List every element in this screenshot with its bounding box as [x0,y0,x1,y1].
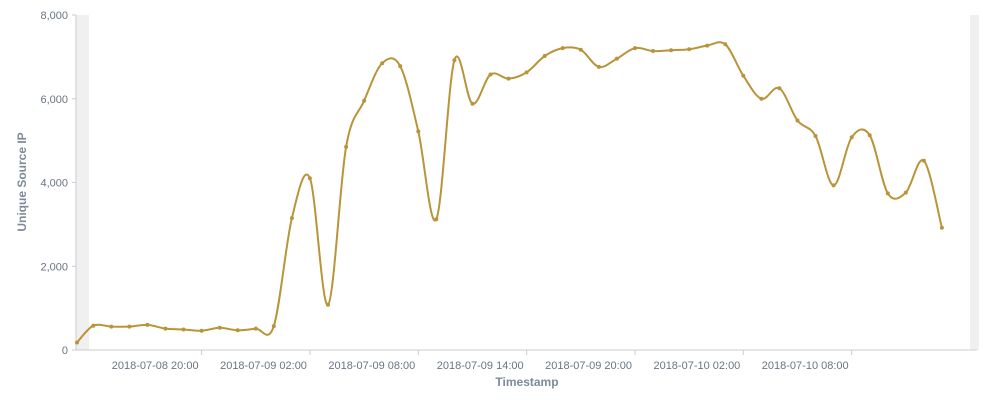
data-point[interactable] [651,49,655,53]
y-axis-title: Unique Source IP [15,132,29,231]
left-edge-band [76,15,89,350]
y-tick-label: 4,000 [40,178,68,190]
x-tick-label: 2018-07-09 20:00 [545,360,632,372]
data-point[interactable] [687,47,692,52]
data-point[interactable] [199,328,204,333]
data-point[interactable] [380,61,385,66]
data-point[interactable] [777,86,782,91]
data-point[interactable] [145,322,150,327]
data-point[interactable] [307,176,312,181]
data-point[interactable] [127,324,132,329]
y-tick-label: 0 [62,345,68,357]
data-point[interactable] [813,134,818,138]
data-point[interactable] [614,56,619,61]
data-point[interactable] [398,64,403,69]
data-point[interactable] [506,76,511,81]
data-point[interactable] [867,133,872,138]
data-point[interactable] [91,323,96,328]
data-point[interactable] [289,216,294,221]
x-tick-label: 2018-07-09 08:00 [328,360,415,372]
data-point[interactable] [903,190,908,195]
data-point[interactable] [181,327,186,332]
data-point[interactable] [723,42,728,47]
x-tick-label: 2018-07-09 02:00 [220,360,307,372]
x-tick-label: 2018-07-09 14:00 [437,360,524,372]
x-axis-title: Timestamp [495,375,558,389]
data-point[interactable] [831,183,836,188]
data-point[interactable] [271,324,276,329]
y-tick-label: 8,000 [40,10,68,22]
data-point[interactable] [759,96,764,101]
data-point[interactable] [795,118,800,123]
series-line [76,41,943,344]
data-point[interactable] [163,326,168,331]
data-point[interactable] [921,158,926,163]
data-point[interactable] [470,101,475,106]
data-point[interactable] [75,340,79,345]
y-tick-label: 6,000 [40,94,68,106]
data-point[interactable] [560,46,565,51]
data-point[interactable] [885,191,890,196]
data-point[interactable] [253,326,258,331]
data-point[interactable] [344,144,349,149]
data-point[interactable] [596,64,601,69]
data-point[interactable] [578,47,583,52]
data-point[interactable] [452,58,457,63]
data-point[interactable] [326,302,330,307]
x-tick-label: 2018-07-10 08:00 [762,360,849,372]
data-point[interactable] [235,328,240,333]
data-point[interactable] [109,324,114,329]
data-point[interactable] [669,48,674,53]
data-point[interactable] [741,73,746,78]
data-point[interactable] [705,43,710,48]
data-point[interactable] [939,225,944,230]
data-point[interactable] [362,98,367,103]
x-tick-label: 2018-07-10 02:00 [653,360,740,372]
data-point[interactable] [542,54,547,58]
data-point[interactable] [416,129,421,134]
data-point[interactable] [488,72,493,77]
data-point[interactable] [524,70,529,75]
data-point[interactable] [434,217,439,222]
data-point[interactable] [217,325,222,330]
y-tick-label: 2,000 [40,261,68,273]
right-edge-band [970,15,979,350]
data-point[interactable] [849,135,854,140]
data-point[interactable] [633,46,637,51]
x-tick-label: 2018-07-08 20:00 [112,360,199,372]
